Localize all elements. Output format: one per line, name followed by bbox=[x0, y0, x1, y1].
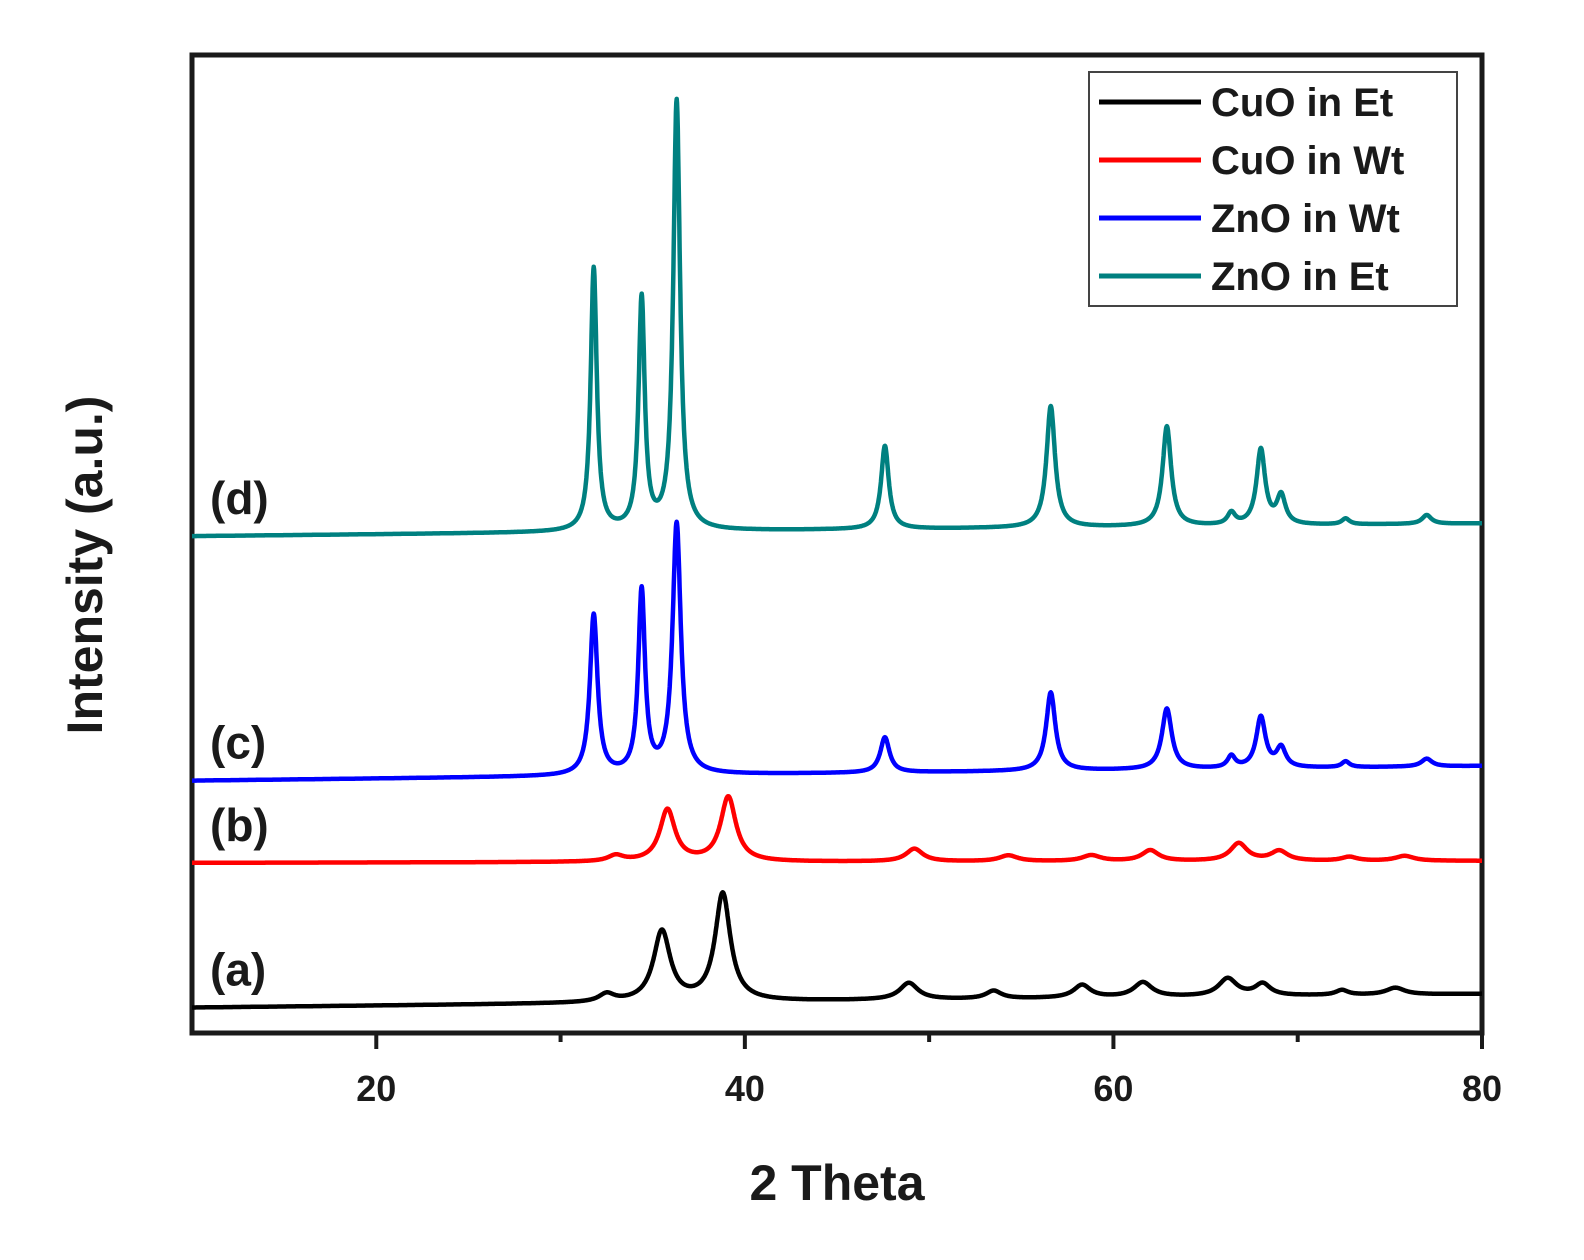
series-line-4 bbox=[190, 96, 1484, 539]
curve-labels: (a) (b) (c) (d) bbox=[210, 472, 269, 995]
legend-label: CuO in Et bbox=[1211, 81, 1393, 125]
legend-label: ZnO in Et bbox=[1211, 255, 1389, 299]
x-tick-label: 80 bbox=[1462, 1068, 1502, 1109]
x-axis-title: 2 Theta bbox=[749, 1155, 925, 1211]
series-line-3 bbox=[190, 519, 1484, 783]
legend: CuO in Et CuO in Wt ZnO in Wt ZnO in Et bbox=[1088, 71, 1458, 307]
y-axis-title: Intensity (a.u.) bbox=[57, 396, 113, 735]
series-line-1 bbox=[190, 890, 1484, 1010]
legend-label: CuO in Wt bbox=[1211, 139, 1404, 183]
curve-label: (c) bbox=[210, 717, 266, 769]
legend-box bbox=[1088, 71, 1458, 307]
x-axis-ticks bbox=[374, 1033, 1484, 1049]
x-axis-tick-labels: 20 40 60 80 bbox=[356, 1068, 1502, 1109]
curve-label: (a) bbox=[210, 944, 266, 996]
curve-label: (d) bbox=[210, 472, 269, 524]
series-line-2 bbox=[190, 793, 1484, 866]
x-tick-label: 40 bbox=[725, 1068, 765, 1109]
curve-label: (b) bbox=[210, 799, 269, 851]
plot-frame bbox=[189, 52, 1485, 1036]
x-tick-label: 60 bbox=[1093, 1068, 1133, 1109]
curve-group bbox=[190, 96, 1484, 1010]
legend-label: ZnO in Wt bbox=[1211, 197, 1400, 241]
x-tick-label: 20 bbox=[356, 1068, 396, 1109]
